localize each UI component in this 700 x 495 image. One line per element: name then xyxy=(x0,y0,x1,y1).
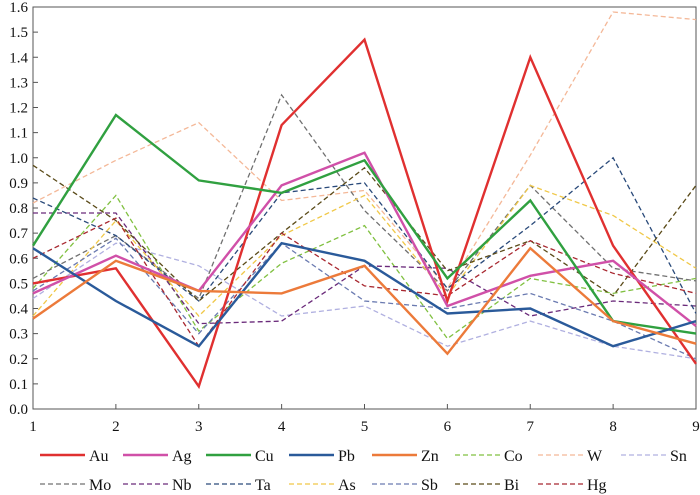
y-tick-label: 0.6 xyxy=(9,251,28,267)
y-tick-label: 0.3 xyxy=(9,327,28,343)
series-line-hg xyxy=(32,217,697,348)
x-tick-label: 7 xyxy=(527,419,535,435)
legend: Au Ag Cu Pb Zn Co W Sn Mo Nb Ta As Sb Bi Hg xyxy=(40,448,687,494)
legend-label-as: As xyxy=(338,477,356,494)
legend-label-bi: Bi xyxy=(504,477,520,494)
y-tick-label: 0.2 xyxy=(9,352,28,368)
legend-label-nb: Nb xyxy=(172,477,192,494)
y-tick-label: 0.0 xyxy=(9,402,28,418)
axes: 0.0 0.1 0.2 0.3 0.4 0.5 0.6 0.7 0.8 0.9 1.0 1.1 1.2 1… xyxy=(9,0,700,435)
series-line-co xyxy=(32,194,697,340)
y-tick-label: 1.2 xyxy=(9,101,28,117)
x-tick-label: 4 xyxy=(278,419,286,435)
y-tick-label: 1.4 xyxy=(9,50,28,66)
legend-label-zn: Zn xyxy=(421,448,439,465)
x-tick-label: 1 xyxy=(29,419,37,435)
y-tick-label: 0.4 xyxy=(9,302,28,318)
y-tick-label: 1.5 xyxy=(9,25,28,41)
y-tick-label: 0.8 xyxy=(9,201,28,217)
series-line-ta xyxy=(32,156,697,314)
y-tick-label: 1.0 xyxy=(9,151,28,167)
y-tick-label: 0.5 xyxy=(9,276,28,292)
x-tick-label: 6 xyxy=(444,419,452,435)
y-tick-label: 1.3 xyxy=(9,75,28,91)
y-tick-label: 0.7 xyxy=(9,226,28,242)
legend-label-co: Co xyxy=(504,448,523,465)
legend-label-mo: Mo xyxy=(89,477,111,494)
legend-label-sb: Sb xyxy=(421,477,438,494)
legend-label-cu: Cu xyxy=(255,448,274,465)
x-tick-label: 9 xyxy=(692,419,700,435)
legend-label-ta: Ta xyxy=(255,477,271,494)
legend-label-w: W xyxy=(587,448,603,465)
series-line-cu xyxy=(31,113,697,335)
series-line-pb xyxy=(32,241,697,348)
y-tick-label: 0.9 xyxy=(9,176,28,192)
y-tick-label: 0.1 xyxy=(9,377,28,393)
series-lines xyxy=(31,11,697,390)
x-tick-label: 2 xyxy=(112,419,120,435)
series-line-au xyxy=(32,37,697,390)
series-line-w xyxy=(32,11,697,290)
x-tick-label: 5 xyxy=(361,419,369,435)
x-tick-label: 8 xyxy=(609,419,617,435)
legend-label-ag: Ag xyxy=(172,448,192,465)
legend-label-sn: Sn xyxy=(670,448,687,465)
x-tick-label: 3 xyxy=(195,419,203,435)
series-line-ag xyxy=(32,151,697,328)
series-line-zn xyxy=(32,246,697,356)
series-line-as xyxy=(32,184,697,317)
legend-label-hg: Hg xyxy=(587,477,607,494)
y-tick-label: 1.6 xyxy=(9,0,28,16)
legend-label-pb: Pb xyxy=(338,448,355,465)
y-tick-label: 1.1 xyxy=(9,126,28,142)
series-line-bi xyxy=(32,164,697,302)
legend-label-au: Au xyxy=(89,448,109,465)
